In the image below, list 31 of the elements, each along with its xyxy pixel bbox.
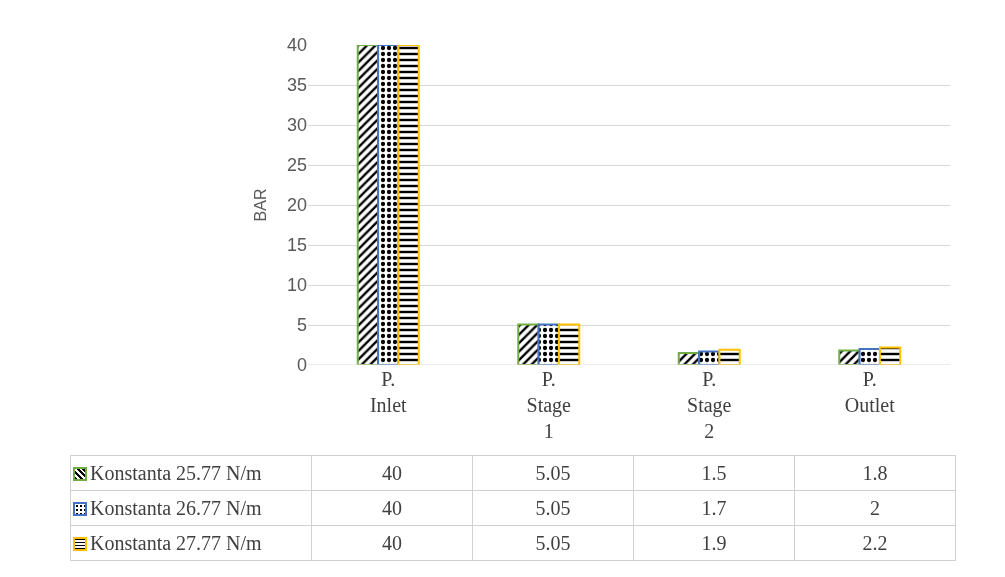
data-label: 2.2: [794, 525, 956, 561]
data-label: 1.5: [633, 455, 795, 491]
x-tick-label: P. Stage 2: [687, 368, 732, 442]
y-tick-label: 15: [286, 235, 307, 256]
y-tick-label: 25: [286, 155, 307, 176]
data-label: 5.05: [472, 525, 634, 561]
y-tick-label: 5: [296, 315, 307, 336]
data-label: 5.05: [472, 490, 634, 526]
data-label: 2: [794, 490, 956, 526]
y-tick-label: 30: [286, 115, 307, 136]
legend-label: Konstanta 25.77 N/m: [90, 461, 262, 484]
bar: [397, 45, 420, 365]
bar: [718, 348, 741, 365]
x-tick-label: P. Inlet: [369, 368, 408, 416]
data-label: 1.9: [633, 525, 795, 561]
y-axis-title: BAR: [252, 188, 269, 222]
data-label: 1.7: [633, 490, 795, 526]
bar: [557, 323, 581, 365]
y-tick-label: 0: [296, 355, 307, 376]
y-tick-label: 10: [286, 275, 307, 296]
x-tick-label: P. Stage 1: [526, 368, 572, 442]
y-tick-label: 20: [286, 195, 307, 216]
data-label: 1.8: [794, 455, 956, 491]
y-tick-label: 35: [286, 75, 307, 96]
data-label: 5.05: [472, 455, 634, 491]
legend-label: Konstanta 27.77 N/m: [90, 531, 262, 554]
y-tick-label: 40: [286, 35, 307, 56]
bar: [517, 323, 540, 365]
x-tick-label: P. Outlet: [844, 368, 896, 416]
legend-label: Konstanta 26.77 N/m: [90, 496, 262, 519]
bar: [878, 346, 902, 365]
